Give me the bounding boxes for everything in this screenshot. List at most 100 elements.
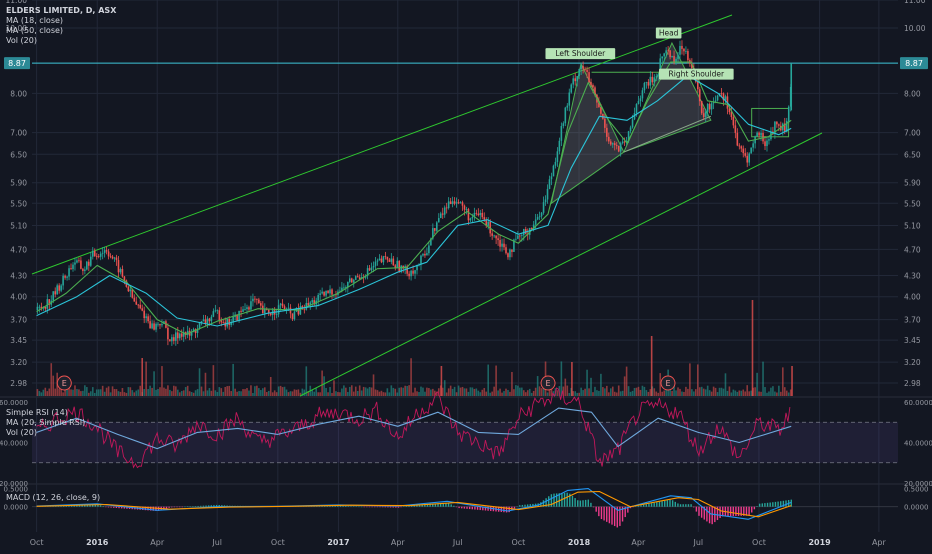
candle-body [752, 143, 754, 148]
macd-histogram-bar [421, 504, 423, 507]
candle-body [113, 257, 116, 259]
volume-bar [789, 389, 792, 396]
volume-bar [722, 388, 725, 396]
volume-bar [443, 380, 446, 396]
candle-body [483, 217, 486, 220]
volume-bar [105, 387, 108, 396]
macd-histogram-bar [484, 506, 487, 511]
price-tick-left: 10.00 [6, 24, 28, 33]
candle-body [171, 337, 173, 342]
price-tick-left: 3.20 [10, 358, 27, 367]
candle-body [633, 113, 636, 120]
volume-bar [629, 391, 632, 396]
candle-body [420, 255, 422, 265]
symbol-title[interactable]: ELDERS LIMITED, D, ASX [6, 6, 117, 15]
candle-body [669, 50, 671, 58]
volume-bar [696, 364, 699, 396]
volume-bar [481, 389, 484, 396]
macd-histogram-bar [366, 506, 368, 508]
candle-body [151, 323, 153, 329]
volume-bar [167, 385, 169, 396]
volume-bar [578, 392, 580, 396]
legend-rsi[interactable]: Simple RSI (14) [6, 408, 68, 417]
candle-body [250, 301, 252, 310]
volume-bar [95, 389, 98, 396]
volume-bar [598, 390, 600, 396]
volume-bar [111, 386, 114, 396]
volume-bar [131, 390, 134, 396]
candle-body [194, 329, 197, 333]
candle-body [329, 289, 331, 294]
macd-histogram-bar [405, 505, 408, 507]
macd-histogram-bar [569, 493, 571, 507]
volume-bar [313, 391, 316, 396]
volume-bar [785, 390, 788, 396]
volume-bar [157, 388, 159, 396]
volume-bar [787, 392, 790, 396]
candle-body [661, 56, 663, 59]
volume-bar [536, 376, 539, 396]
price-panel[interactable]: Left Shoulder Head Right Shoulder E E E [31, 14, 898, 397]
volume-bar [315, 388, 317, 396]
rsi-ma-line [36, 407, 792, 450]
volume-bar [178, 392, 181, 396]
macd-histogram-bar [751, 506, 753, 513]
volume-bar [202, 391, 205, 396]
rsi-panel[interactable] [32, 387, 898, 469]
macd-histogram-bar [352, 506, 355, 507]
last-price-badge-right [900, 57, 928, 70]
candle-body [204, 319, 207, 324]
volume-bar [633, 387, 636, 396]
volume-bar [392, 387, 395, 396]
candle-body [283, 306, 286, 311]
volume-bar [333, 380, 335, 396]
legend-volume[interactable]: Vol (20) [6, 36, 37, 45]
legend-macd[interactable]: MACD (12, 26, close, 9) [6, 493, 101, 502]
candle-body [299, 306, 302, 315]
volume-bar [738, 390, 741, 396]
candle-body [706, 103, 709, 112]
candle-body [778, 124, 780, 126]
volume-bar [378, 391, 381, 396]
macd-histogram-bar [600, 506, 603, 520]
macd-histogram-bar [608, 506, 611, 524]
volume-bar [568, 392, 571, 396]
candle-body [228, 318, 230, 326]
legend-rsi-volume[interactable]: Vol (20) [6, 428, 37, 437]
candle-body [356, 276, 359, 278]
volume-bar [358, 385, 361, 396]
candle-body [428, 245, 430, 254]
macd-histogram-bar [671, 500, 674, 507]
candle-body [742, 148, 745, 154]
macd-histogram-bar [374, 506, 376, 508]
macd-histogram-bar [777, 501, 779, 507]
time-tick-label: Apr [150, 538, 165, 547]
macd-histogram-bar [685, 504, 687, 507]
candle-body [68, 268, 70, 277]
macd-histogram-bar [392, 506, 394, 508]
volume-bar [285, 389, 288, 396]
macd-panel[interactable] [32, 488, 898, 528]
volume-bar [766, 392, 768, 396]
volume-bar [171, 391, 173, 396]
volume-bar [572, 391, 575, 396]
legend-ma18[interactable]: MA (18, close) [6, 16, 64, 25]
time-tick-label: Jul [692, 538, 703, 547]
volume-bar [84, 385, 86, 396]
macd-histogram-bar [727, 506, 729, 517]
legend-rsi-ma[interactable]: MA (20, Simple RSI) [6, 418, 86, 427]
macd-histogram-bar [598, 506, 600, 517]
volume-bar [515, 385, 517, 396]
candle-body [681, 45, 683, 49]
candle-body [291, 313, 294, 320]
candle-body [572, 78, 575, 85]
volume-bar [615, 392, 618, 396]
macd-histogram-bar [334, 505, 336, 507]
legend-ma50[interactable]: MA (50, close) [6, 26, 64, 35]
price-tick-right: 5.90 [904, 179, 921, 188]
candle-body [410, 270, 412, 277]
volume-bar [465, 388, 468, 396]
macd-histogram-bar [482, 506, 484, 511]
macd-histogram-bar [445, 502, 447, 507]
volume-bar [212, 365, 215, 396]
